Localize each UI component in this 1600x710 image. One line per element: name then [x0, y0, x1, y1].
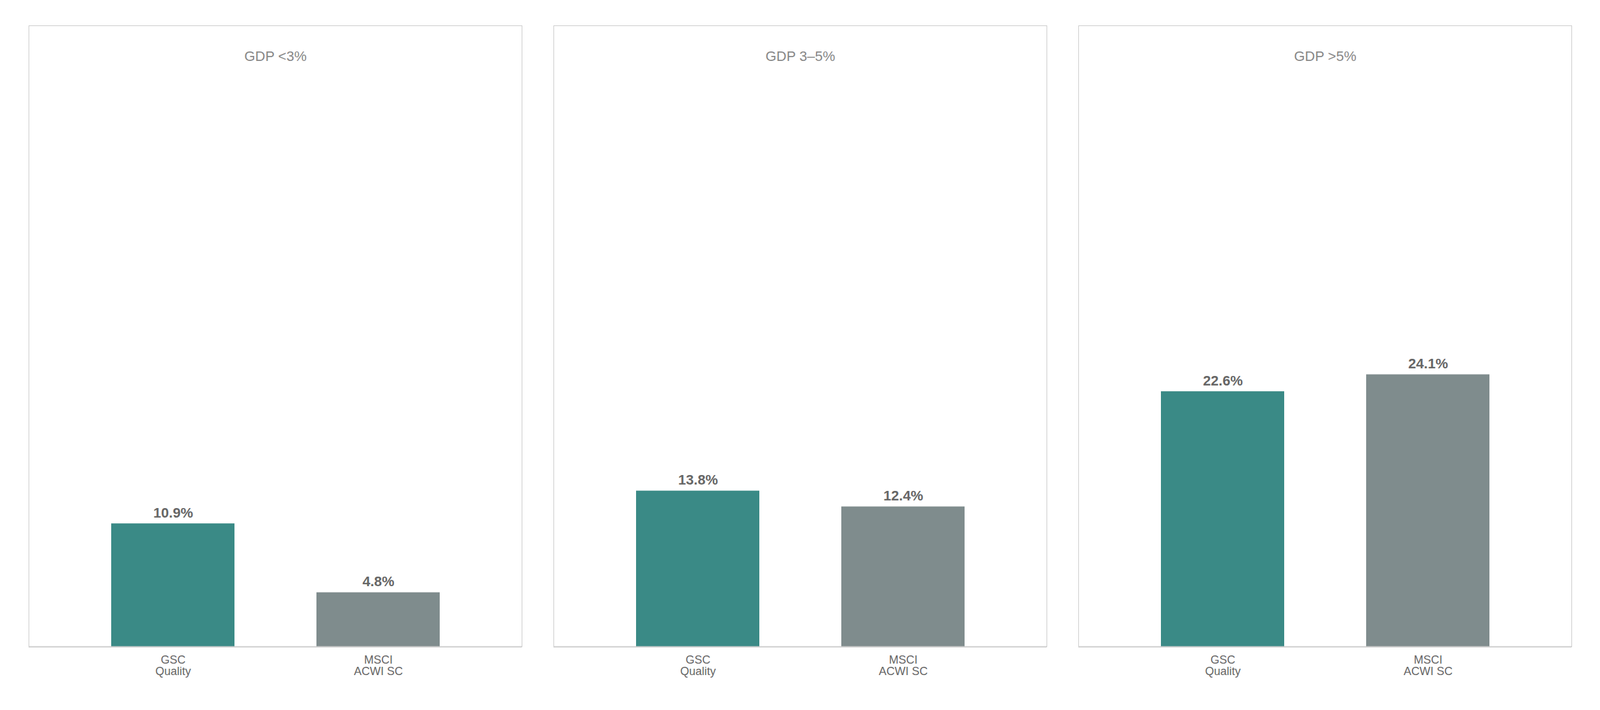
svg-text:GDP 3–5%: GDP 3–5% — [765, 48, 836, 65]
svg-text:24.1%: 24.1% — [1408, 355, 1448, 372]
svg-text:13.8%: 13.8% — [677, 472, 718, 489]
svg-text:GSCQuality: GSCQuality — [1204, 653, 1241, 678]
svg-text:GSCQuality: GSCQuality — [679, 653, 716, 678]
svg-text:12.4%: 12.4% — [883, 488, 923, 504]
svg-text:MSCIACWI SC: MSCIACWI SC — [878, 653, 928, 678]
svg-text:GDP >5%: GDP >5% — [1293, 48, 1356, 65]
svg-text:4.8%: 4.8% — [362, 573, 394, 590]
svg-text:MSCIACWI SC: MSCIACWI SC — [353, 653, 403, 678]
svg-text:MSCIACWI SC: MSCIACWI SC — [1403, 653, 1453, 678]
svg-text:GDP <3%: GDP <3% — [244, 48, 307, 65]
svg-text:10.9%: 10.9% — [153, 505, 193, 522]
svg-text:22.6%: 22.6% — [1202, 372, 1243, 389]
svg-text:GSCQuality: GSCQuality — [155, 653, 191, 678]
